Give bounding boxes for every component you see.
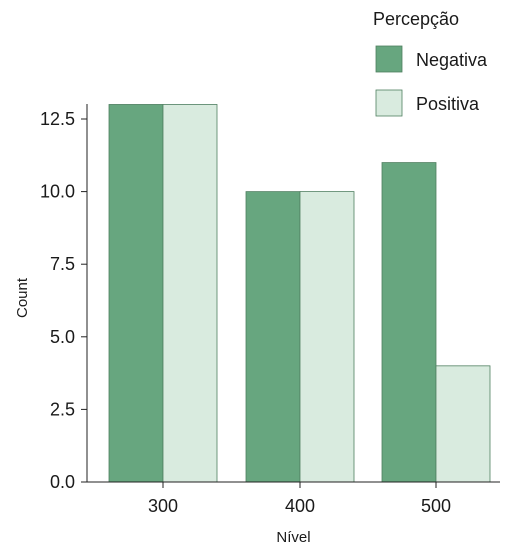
x-axis-ticks: 300 400 500 (148, 482, 451, 516)
y-axis-title: Count (14, 277, 31, 318)
axes-layer: 0.0 2.5 5.0 7.5 10.0 12.5 300 400 500 Nível Cou… (14, 104, 500, 546)
y-tick-label: 5.0 (50, 327, 75, 347)
legend-label: Negativa (416, 50, 488, 70)
y-tick-label: 7.5 (50, 254, 75, 274)
legend-items: Negativa Positiva (375, 45, 488, 117)
bar-negativa-400 (245, 191, 301, 483)
y-axis-ticks: 0.0 2.5 5.0 7.5 10.0 12.5 (40, 109, 87, 492)
bar-positiva-300 (162, 104, 218, 483)
legend-title: Percepção (373, 9, 459, 29)
bar-positiva-500 (435, 365, 491, 483)
legend-swatch-negativa (375, 45, 403, 73)
bar-negativa-300 (108, 104, 164, 483)
legend: Percepção Negativa Positiva (373, 9, 488, 117)
y-tick-label: 12.5 (40, 109, 75, 129)
x-tick-label: 400 (285, 496, 315, 516)
y-tick-label: 10.0 (40, 182, 75, 202)
legend-label: Positiva (416, 94, 480, 114)
x-tick-label: 300 (148, 496, 178, 516)
y-tick-label: 0.0 (50, 472, 75, 492)
bar-positiva-400 (299, 191, 355, 483)
x-tick-label: 500 (421, 496, 451, 516)
legend-swatch-positiva (375, 89, 403, 117)
y-tick-label: 2.5 (50, 399, 75, 419)
x-axis-title: Nível (276, 529, 310, 546)
bar-negativa-500 (381, 162, 437, 483)
bars-layer (108, 104, 491, 483)
